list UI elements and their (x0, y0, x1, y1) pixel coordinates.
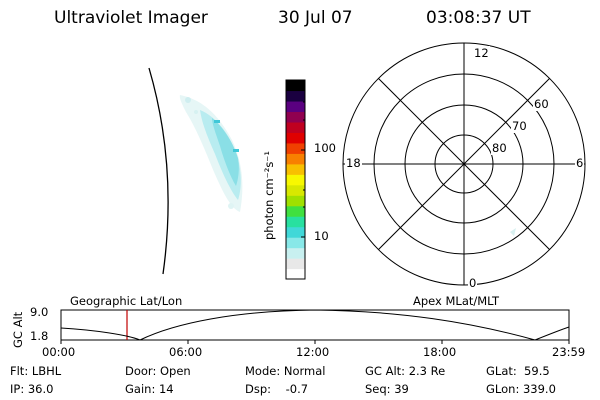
colorbar-swatch (286, 153, 305, 165)
colorbar-swatch (286, 111, 305, 123)
ip-info: IP: 36.0 (10, 382, 54, 396)
colorbar-swatch (286, 226, 305, 238)
altitude-curve (60, 309, 570, 341)
dsp-info: Dsp: -0.7 (245, 382, 309, 396)
colorbar-swatch (286, 142, 305, 154)
mlt-label-0: 0 (468, 276, 478, 290)
glon-info: GLon: 339.0 (486, 382, 556, 396)
door-info: Door: Open (125, 364, 191, 378)
colorbar-swatch (286, 268, 305, 280)
xtick-0600: 06:00 (169, 345, 203, 359)
colorbar-swatch (286, 237, 305, 249)
lat-label-70: 70 (511, 119, 528, 133)
colorbar-swatch (286, 132, 305, 144)
gc-alt-info: GC Alt: 2.3 Re (365, 364, 446, 378)
sequence-info: Seq: 39 (365, 382, 409, 396)
filter-info: Flt: LBHL (10, 364, 62, 378)
timeline-left-label: Geographic Lat/Lon (70, 294, 183, 308)
time-label: 03:08:37 UT (426, 8, 531, 28)
mlt-label-18: 18 (345, 156, 362, 170)
colorbar-swatch (286, 195, 305, 207)
gain-info: Gain: 14 (125, 382, 174, 396)
lat-label-60: 60 (533, 97, 550, 111)
colorbar-swatch (286, 121, 305, 133)
colorbar-swatch (286, 80, 305, 92)
xtick-2359: 23:59 (552, 345, 586, 359)
colorbar-swatch (286, 100, 305, 113)
date-label: 30 Jul 07 (278, 8, 353, 28)
lat-label-80: 80 (491, 141, 508, 155)
glat-info: GLat: 59.5 (486, 364, 550, 378)
mlt-label-12: 12 (473, 46, 490, 60)
xtick-0000: 00:00 (42, 345, 76, 359)
timeline-frame (60, 309, 570, 341)
mlt-label-6: 6 (575, 156, 585, 170)
timeline-ytick-high: 9.0 (30, 305, 49, 319)
colorbar-tick-10: 10 (314, 229, 329, 243)
colorbar-swatch (286, 216, 305, 228)
mlt-axis-diagonal-2 (378, 78, 550, 250)
timeline-ytick-low: 1.8 (30, 329, 49, 343)
xtick-1800: 18:00 (423, 345, 457, 359)
colorbar-tick-100: 100 (314, 141, 336, 155)
auroral-oval (179, 95, 243, 212)
colorbar-swatch (286, 247, 305, 259)
colorbar-swatch (286, 163, 305, 175)
xtick-1200: 12:00 (296, 345, 330, 359)
colorbar-frame (285, 79, 306, 280)
colorbar-swatch (286, 205, 305, 217)
colorbar-swatch (286, 184, 305, 196)
colorbar-swatch (286, 258, 305, 270)
instrument-title: Ultraviolet Imager (54, 8, 208, 28)
colorbar-swatch (286, 90, 305, 102)
colorbar-swatch (286, 174, 305, 186)
earth-limb (148, 67, 169, 275)
mode-info: Mode: Normal (245, 364, 326, 378)
timeline-right-label: Apex MLat/MLT (413, 294, 500, 308)
